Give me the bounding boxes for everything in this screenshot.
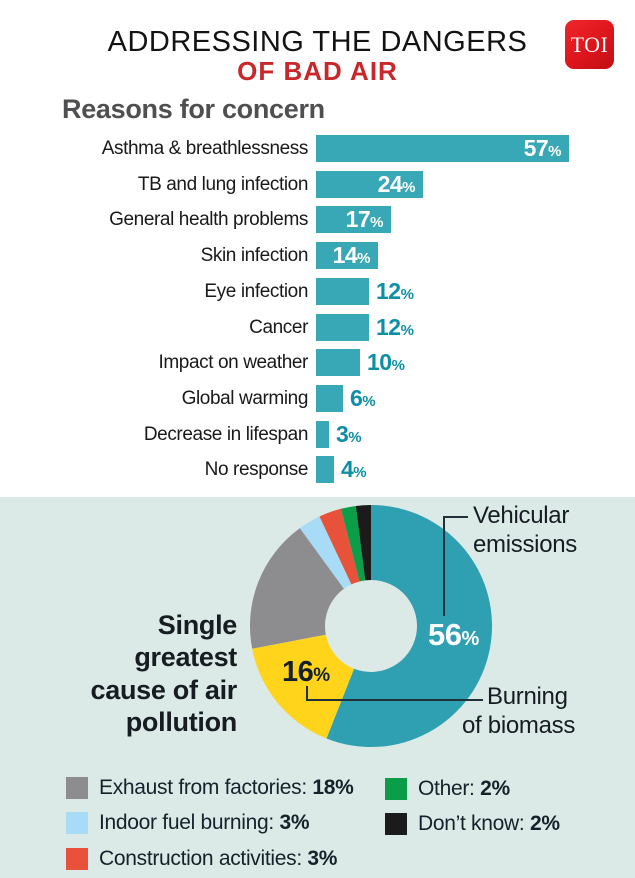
bar-row-tb-and-lung-infection: TB and lung infection 24%: [0, 170, 635, 198]
legend-item-exhaust-from-factories: Exhaust from factories: 18%: [66, 776, 354, 800]
bar-row-global-warming: Global warming 6%: [0, 384, 635, 412]
bar-value: 12%: [376, 313, 414, 340]
bar-cancer: [316, 313, 369, 341]
toi-logo: TOI: [565, 20, 614, 69]
legend-label: Indoor fuel burning: 3%: [99, 811, 310, 834]
bar-tb-and-lung-infection: [316, 170, 423, 198]
bar-no-response: [316, 456, 334, 484]
callout-label-burning-of-biomass: Burning of biomass: [462, 682, 575, 741]
page-title: ADDRESSING THE DANGERS: [107, 26, 528, 58]
bar-row-no-response: No response 4%: [0, 456, 635, 484]
bar-row-general-health-problems: General health problems 17%: [0, 206, 635, 234]
legend-item-don-t-know: Don’t know: 2%: [385, 812, 560, 836]
bar-value: 10%: [367, 349, 405, 376]
bar-row-skin-infection: Skin infection 14%: [0, 242, 635, 270]
bar-skin-infection: [316, 242, 378, 270]
bar-label: Decrease in lifespan: [143, 423, 309, 445]
legend-label: Other: 2%: [418, 777, 510, 800]
bar-chart-heading: Reasons for concern: [62, 94, 325, 124]
donut-value-number: 56: [428, 617, 462, 652]
construction-activities-swatch: [66, 848, 88, 870]
percent-sign: %: [313, 665, 330, 686]
exhaust-from-factories-swatch: [66, 777, 88, 799]
callout-biomass-line2: of biomass: [462, 712, 576, 740]
don-t-know-swatch: [385, 813, 407, 835]
bar-global-warming: [316, 384, 343, 412]
bar-chart: Asthma & breathlessness 57% TB and lung in…: [0, 135, 635, 484]
donut-value-vehicular-emissions: 56%: [428, 617, 479, 653]
bar-value: 6%: [350, 384, 376, 411]
bar-value: 14%: [332, 242, 371, 269]
bar-value: 4%: [341, 456, 367, 483]
callout-biomass-line1: Burning: [487, 683, 568, 710]
legend-item-indoor-fuel-burning: Indoor fuel burning: 3%: [66, 811, 310, 835]
bar-label: Impact on weather: [158, 352, 308, 374]
bar-value: 17%: [345, 206, 384, 233]
donut-value-burning-of-biomass: 16%: [282, 656, 330, 689]
bar-row-asthma-breathlessness: Asthma & breathlessness 57%: [0, 135, 635, 162]
legend-item-construction-activities: Construction activities: 3%: [66, 847, 337, 871]
bar-impact-on-weather: [316, 349, 360, 377]
bar-label: TB and lung infection: [137, 173, 309, 195]
bar-row-impact-on-weather: Impact on weather 10%: [0, 349, 635, 377]
bar-general-health-problems: [316, 206, 391, 234]
bar-label: Asthma & breathlessness: [101, 138, 309, 159]
donut-value-number: 16: [282, 656, 314, 688]
bar-value: 57%: [523, 135, 562, 161]
bar-decrease-in-lifespan: [316, 420, 329, 448]
legend-item-other: Other: 2%: [385, 777, 510, 801]
bar-label: Skin infection: [200, 245, 309, 267]
bar-label: Global warming: [181, 387, 309, 409]
donut-caption: Single greatest cause of air pollution: [90, 610, 238, 738]
bar-eye-infection: [316, 277, 369, 305]
bar-row-cancer: Cancer 12%: [0, 313, 635, 341]
bar-row-eye-infection: Eye infection 12%: [0, 277, 635, 305]
bar-value: 3%: [336, 420, 362, 447]
legend-label: Don’t know: 2%: [418, 812, 560, 835]
indoor-fuel-burning-swatch: [66, 812, 88, 834]
bar-row-decrease-in-lifespan: Decrease in lifespan 3%: [0, 420, 635, 448]
bar-label: Cancer: [249, 316, 308, 338]
bar-label: Eye infection: [204, 280, 308, 302]
other-swatch: [385, 778, 407, 800]
bar-value: 24%: [377, 170, 416, 197]
callout-label-vehicular-emissions: Vehicular emissions: [473, 502, 577, 559]
page-subtitle: OF BAD AIR: [237, 56, 398, 86]
bar-value: 12%: [376, 277, 414, 304]
legend-label: Exhaust from factories: 18%: [99, 776, 354, 799]
toi-logo-text: TOI: [570, 31, 609, 57]
percent-sign: %: [461, 628, 479, 650]
bar-label: No response: [204, 459, 309, 481]
bar-label: General health problems: [109, 209, 308, 231]
legend-label: Construction activities: 3%: [99, 847, 338, 870]
bar-asthma-breathlessness: [316, 135, 569, 162]
